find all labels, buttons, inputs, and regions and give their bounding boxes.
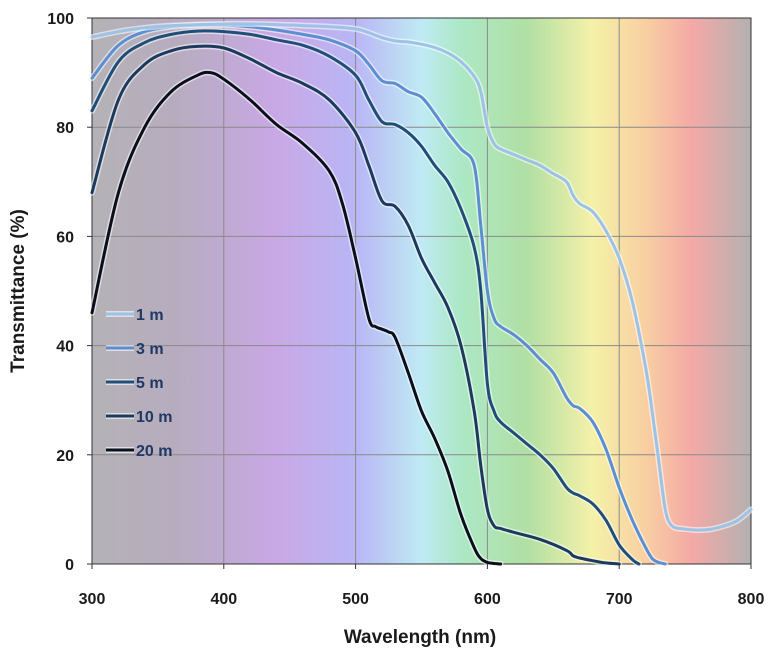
- plot-area: [92, 18, 751, 564]
- x-tick-label: 600: [474, 591, 501, 608]
- series-line-10m: [90, 44, 621, 566]
- legend-label: 3 m: [136, 341, 164, 358]
- y-tick-label: 100: [47, 11, 74, 28]
- y-axis-title: Transmittance (%): [8, 209, 29, 373]
- legend-label: 20 m: [136, 443, 172, 460]
- y-tick-label: 80: [56, 120, 74, 137]
- y-tick-label: 0: [65, 557, 74, 574]
- x-tick-label: 800: [738, 591, 765, 608]
- series-line-5m: [90, 29, 641, 566]
- x-tick-label: 300: [79, 591, 106, 608]
- y-tick-label: 40: [56, 339, 74, 356]
- x-tick-label: 700: [606, 591, 633, 608]
- series-line-1m: [90, 22, 753, 532]
- legend: 1 m 3 m 5 m 10 m 20 m: [106, 307, 172, 460]
- x-axis-ticks: 300 400 500 600 700 800: [79, 564, 765, 608]
- series-line-3m: [90, 23, 667, 566]
- legend-label: 1 m: [136, 307, 164, 324]
- legend-label: 5 m: [136, 375, 164, 392]
- series-layer: [89, 20, 754, 567]
- y-tick-label: 60: [56, 229, 74, 246]
- x-axis-title: Wavelength (nm): [344, 627, 496, 648]
- y-axis-ticks: 0 20 40 60 80 100: [47, 11, 92, 574]
- legend-label: 10 m: [136, 409, 172, 426]
- y-tick-label: 20: [56, 448, 74, 465]
- x-tick-label: 500: [342, 591, 369, 608]
- x-tick-label: 400: [210, 591, 237, 608]
- plot-border: [91, 17, 752, 565]
- series-line-20m: [90, 70, 503, 566]
